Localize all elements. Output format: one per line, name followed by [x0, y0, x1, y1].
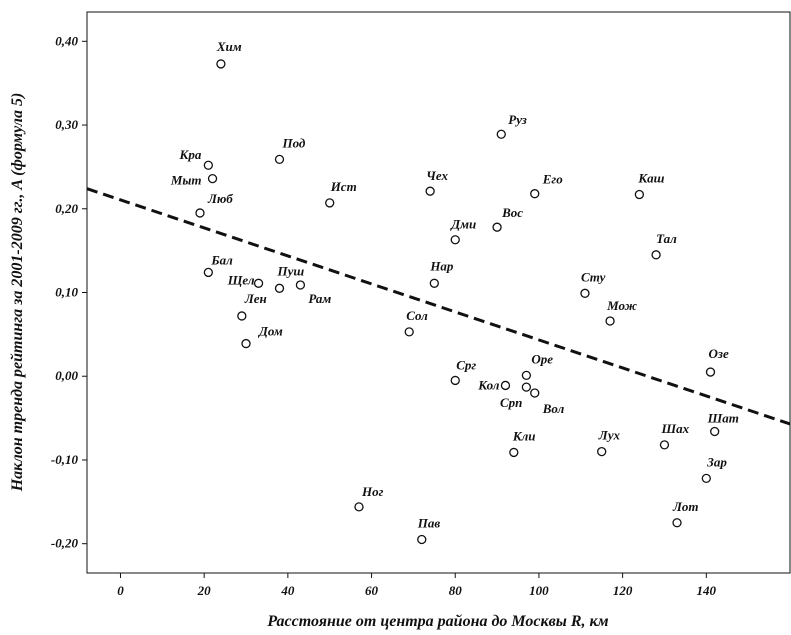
data-point [274, 154, 285, 165]
x-tick-label: 60 [365, 583, 379, 598]
y-axis: -0,20 -0,10 0,00 0,10 0,20 0,30 0,40 [51, 33, 87, 551]
data-point [253, 278, 264, 288]
point-label: Люб [207, 191, 233, 206]
data-point [450, 375, 460, 386]
data-point [659, 440, 670, 450]
data-point [450, 235, 460, 245]
point-label: Нар [429, 258, 454, 273]
data-point [651, 250, 661, 260]
x-axis-title: Расстояние от центра района до Москвы R,… [266, 613, 608, 630]
point-label: Тал [656, 231, 677, 246]
data-point [241, 338, 251, 349]
point-label: Вос [501, 205, 523, 220]
data-point [274, 283, 285, 293]
point-label: Лот [672, 499, 699, 514]
point-label: Срп [500, 395, 522, 410]
point-label: Бал [210, 252, 233, 267]
y-tick-label: 0,00 [55, 368, 78, 383]
point-label: Мыт [170, 173, 202, 188]
data-point [203, 267, 214, 278]
data-point [195, 208, 205, 218]
x-tick-label: 20 [197, 583, 212, 598]
point-label: Ног [361, 484, 384, 499]
point-label: Руз [508, 112, 527, 127]
y-tick-label: 0,10 [55, 285, 78, 300]
point-label: Пуш [276, 263, 304, 278]
data-point [597, 446, 607, 457]
point-label: Шах [660, 421, 689, 436]
data-point [429, 278, 439, 288]
data-point [705, 367, 716, 377]
point-label: Щел [227, 272, 255, 287]
x-tick-label: 80 [449, 583, 463, 598]
y-tick-label: -0,10 [51, 452, 79, 467]
data-points: Хим Руз Под Кра Мыт Чех Его Каш Ист Люб Вос Дми Тал Б… [170, 39, 739, 545]
point-label: Каш [637, 171, 664, 186]
point-label: Сол [406, 308, 428, 323]
data-point [216, 59, 226, 69]
data-point [701, 473, 711, 484]
point-label: Рам [308, 291, 331, 306]
data-point [417, 534, 427, 545]
data-point [530, 189, 540, 199]
x-tick-label: 100 [529, 583, 549, 598]
data-point [496, 129, 506, 139]
data-point [203, 160, 214, 170]
data-point [237, 311, 247, 321]
data-point [354, 502, 364, 512]
point-label: Кра [179, 147, 202, 162]
point-label: Сту [581, 269, 606, 284]
y-axis-title: Наклон тренда рейтинга за 2001-2009 гг.,… [9, 93, 26, 493]
data-point [500, 380, 511, 391]
point-label: Зар [706, 454, 727, 469]
point-label: Чех [426, 168, 448, 183]
data-point [530, 388, 540, 398]
data-point [580, 288, 590, 298]
data-point [521, 382, 532, 392]
y-tick-label: -0,20 [51, 536, 79, 551]
data-point [605, 316, 615, 326]
x-tick-label: 140 [697, 583, 717, 598]
data-point [672, 518, 682, 528]
data-point [492, 222, 502, 232]
data-point [207, 173, 218, 184]
point-label: Лух [598, 428, 621, 443]
point-label: Лен [244, 291, 267, 306]
point-label: Пав [417, 516, 441, 531]
data-point [521, 370, 532, 381]
x-tick-label: 0 [117, 583, 124, 598]
data-point [425, 186, 435, 196]
x-tick-label: 120 [613, 583, 633, 598]
point-label: Хим [216, 39, 242, 54]
trend-line [86, 187, 791, 426]
data-point [325, 198, 335, 208]
point-label: Шат [707, 410, 739, 425]
point-label: Кли [512, 428, 536, 443]
point-label: Под [281, 135, 305, 150]
data-point [295, 280, 306, 290]
y-tick-label: 0,20 [55, 201, 78, 216]
plot-frame [86, 11, 791, 574]
point-label: Дом [258, 324, 283, 339]
point-label: Кол [477, 377, 499, 392]
x-tick-label: 40 [280, 583, 295, 598]
point-label: Дми [450, 217, 476, 232]
y-tick-label: 0,30 [55, 117, 78, 132]
point-label: Срг [456, 357, 476, 372]
point-label: Вол [542, 401, 565, 416]
data-point [404, 327, 414, 337]
point-label: Мож [606, 298, 638, 313]
point-label: Его [542, 172, 563, 187]
data-point [710, 426, 720, 437]
point-label: Озе [708, 346, 728, 361]
data-point [509, 447, 519, 458]
y-tick-label: 0,40 [55, 33, 78, 48]
data-point [634, 189, 645, 200]
x-axis: 0 20 40 60 80 100 120 140 [117, 573, 717, 598]
point-label: Ист [330, 179, 357, 194]
point-label: Оре [531, 351, 553, 366]
